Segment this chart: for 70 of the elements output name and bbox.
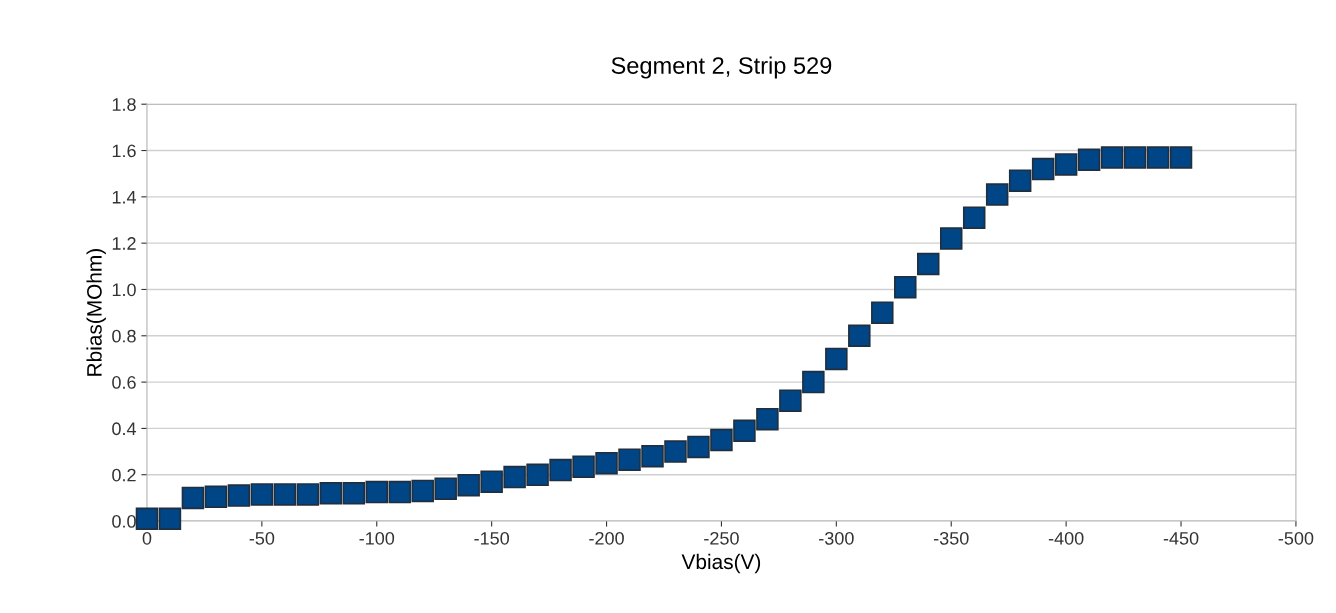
- x-tick-label: 0: [142, 531, 152, 545]
- y-axis-title: Rbias(MOhm): [86, 249, 106, 376]
- y-tick-label: 0.8: [112, 329, 136, 343]
- y-tick-label: 1.8: [112, 98, 136, 111]
- point: [434, 477, 457, 500]
- point: [480, 470, 503, 493]
- point: [572, 455, 595, 478]
- x-tick-label: -450: [1163, 531, 1199, 545]
- y-tick-label: 0.0: [112, 514, 136, 528]
- point: [526, 463, 549, 486]
- point: [296, 483, 320, 506]
- x-tick-label: -350: [933, 531, 969, 545]
- x-tick-label: -500: [1278, 531, 1314, 545]
- point: [825, 347, 848, 371]
- x-tick-label: -400: [1048, 531, 1084, 545]
- x-tick-label: -50: [249, 531, 275, 545]
- point: [1031, 157, 1055, 181]
- point: [733, 419, 756, 442]
- point: [1077, 148, 1101, 172]
- point: [1054, 153, 1078, 176]
- point: [549, 458, 572, 482]
- point: [342, 482, 366, 505]
- y-tick-label: 0.4: [112, 422, 137, 436]
- point: [848, 324, 871, 348]
- point: [962, 206, 986, 229]
- point: [802, 370, 825, 394]
- point: [319, 482, 343, 505]
- point: [595, 451, 618, 475]
- point: [710, 428, 733, 452]
- point: [894, 275, 917, 299]
- point: [250, 483, 274, 506]
- chart-title: Segment 2, Strip 529: [611, 56, 832, 79]
- point: [227, 484, 251, 507]
- point: [939, 227, 963, 250]
- point: [756, 407, 779, 431]
- x-axis-title: Vbias(V): [681, 553, 761, 574]
- point: [687, 435, 710, 459]
- y-tick-label: 0.2: [112, 468, 136, 482]
- point: [985, 183, 1009, 206]
- point: [618, 448, 641, 471]
- point: [871, 301, 894, 324]
- point: [664, 440, 687, 463]
- point: [457, 473, 480, 497]
- point: [641, 444, 664, 468]
- point: [204, 485, 228, 508]
- point: [1146, 146, 1170, 169]
- point: [1123, 146, 1147, 169]
- x-tick-label: -100: [359, 531, 395, 545]
- x-tick-label: -300: [819, 531, 854, 545]
- y-tick-label: 1.0: [112, 283, 136, 297]
- y-tick-label: 1.4: [112, 190, 137, 204]
- y-tick-label: 0.6: [112, 376, 136, 389]
- point: [158, 507, 182, 530]
- point: [181, 486, 205, 510]
- point: [503, 465, 526, 489]
- point: [1169, 146, 1193, 169]
- point: [1100, 146, 1124, 169]
- point: [779, 389, 802, 412]
- point: [365, 480, 389, 504]
- point: [917, 252, 940, 276]
- x-tick-label: -250: [704, 531, 739, 545]
- y-tick-label: 1.2: [112, 237, 136, 250]
- point: [388, 480, 411, 504]
- point: [1008, 169, 1032, 192]
- point: [135, 507, 159, 530]
- point: [411, 479, 434, 503]
- point: [273, 483, 297, 506]
- y-tick-label: 1.6: [112, 144, 136, 158]
- x-tick-label: -150: [474, 531, 510, 545]
- x-tick-label: -200: [589, 531, 624, 545]
